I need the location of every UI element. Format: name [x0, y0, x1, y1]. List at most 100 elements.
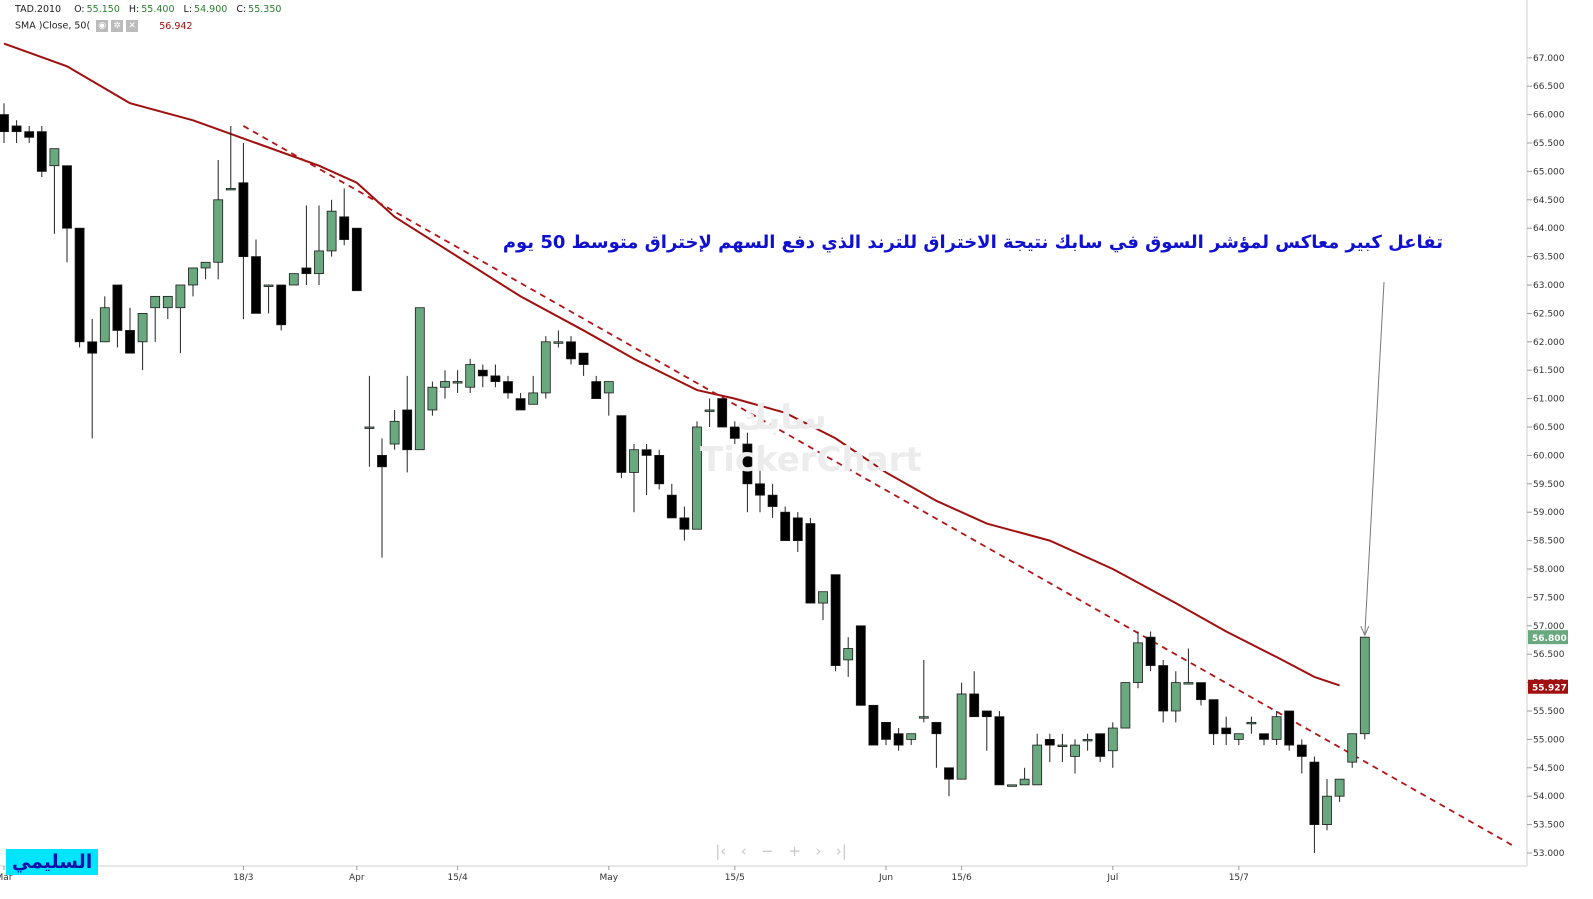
candle-down	[1145, 636, 1156, 666]
y-tick-label: 53.000	[1533, 849, 1565, 859]
candle-up	[1233, 733, 1244, 740]
y-tick-label: 61.500	[1533, 366, 1565, 376]
candle-down	[377, 454, 387, 468]
candle-up	[1082, 739, 1093, 742]
y-tick-label: 55.000	[1533, 735, 1565, 745]
y-tick-label: 59.000	[1533, 508, 1565, 518]
candle-down	[969, 693, 980, 718]
candle-up	[692, 426, 702, 530]
candle-down	[1158, 665, 1169, 712]
gear-icon[interactable]: ✲	[111, 20, 124, 32]
sma-price-tag-bg	[1528, 679, 1568, 694]
candle-up	[137, 312, 148, 343]
candle-up	[1019, 778, 1030, 786]
candle-down	[830, 574, 841, 666]
candle-down	[276, 284, 287, 326]
candle-down	[62, 165, 72, 229]
y-tick-label: 54.000	[1533, 792, 1565, 802]
candle-up	[1322, 795, 1332, 826]
candle-up	[49, 148, 60, 167]
candle-up	[540, 341, 551, 394]
candle-down	[1044, 739, 1055, 746]
candle-up	[99, 307, 110, 343]
candle-up	[452, 381, 463, 384]
x-tick-label: 15/6	[951, 873, 971, 883]
candle-down	[780, 511, 791, 542]
candle-down	[251, 256, 261, 314]
candle-up	[188, 267, 198, 286]
candle-down	[679, 517, 690, 530]
high-value: 55.400	[141, 4, 175, 15]
candle-down	[1296, 744, 1307, 757]
chart-navigation: |‹ ‹ − + › ›|	[708, 840, 854, 862]
candle-up	[1107, 727, 1118, 752]
candle-down	[767, 494, 778, 507]
candle-down	[717, 398, 728, 428]
x-tick-label: Jul	[1106, 873, 1118, 883]
annotation-arrow	[1364, 281, 1385, 636]
candle-up	[704, 409, 715, 412]
candle-up	[818, 591, 828, 604]
y-tick-label: 57.000	[1533, 622, 1565, 632]
candle-up	[553, 341, 564, 344]
candle-down	[238, 182, 249, 257]
y-tick-label: 57.500	[1533, 593, 1565, 603]
candle-down	[112, 284, 123, 331]
candle-up	[629, 449, 639, 473]
y-tick-label: 62.500	[1533, 309, 1565, 319]
candle-down	[855, 625, 866, 706]
y-tick-label: 56.500	[1533, 650, 1565, 660]
eye-icon[interactable]: ◉	[96, 20, 109, 32]
first-icon[interactable]: |‹	[715, 842, 727, 860]
candle-up	[414, 307, 425, 451]
sma-value: 56.942	[159, 20, 193, 32]
last-icon[interactable]: ›|	[835, 842, 847, 860]
sma-50-line	[3, 42, 1340, 687]
high-label: H:	[128, 4, 140, 15]
candle-down	[24, 131, 35, 138]
prev-icon[interactable]: ‹	[740, 842, 747, 860]
candle-down	[1284, 710, 1295, 746]
x-tick-label: 15/4	[447, 873, 467, 883]
y-tick-label: 53.500	[1533, 821, 1565, 831]
candle-down	[805, 523, 816, 604]
candle-up	[263, 284, 274, 287]
candle-up	[200, 261, 211, 269]
zoom-out-icon[interactable]: −	[761, 842, 774, 860]
candle-up	[1334, 778, 1345, 797]
candle-up	[288, 273, 299, 286]
open-value: 55.150	[86, 4, 120, 15]
watermark-tickerchart: TickerChart	[700, 440, 922, 480]
candle-down	[490, 375, 501, 382]
candle-up	[1170, 682, 1181, 712]
open-label: O:	[74, 4, 85, 15]
y-tick-label: 59.500	[1533, 480, 1565, 490]
candle-up	[843, 648, 854, 661]
candle-down	[74, 227, 85, 343]
close-icon[interactable]: ✕	[126, 20, 139, 32]
zoom-in-icon[interactable]: +	[788, 842, 801, 860]
candle-up	[1359, 636, 1370, 735]
candle-down	[0, 114, 9, 133]
candle-down	[36, 131, 47, 172]
candle-up	[1070, 744, 1080, 757]
next-icon[interactable]: ›	[815, 842, 822, 860]
y-tick-label: 58.500	[1533, 537, 1565, 547]
candle-down	[591, 381, 602, 399]
x-tick-label: 18/3	[233, 873, 253, 883]
candle-up	[1133, 642, 1143, 684]
candle-down	[616, 415, 627, 473]
x-tick-label: Mar	[0, 873, 13, 883]
candle-up	[1032, 744, 1043, 786]
close-value: 55.350	[248, 4, 282, 15]
candle-down	[1309, 761, 1320, 825]
y-tick-label: 60.500	[1533, 423, 1565, 433]
candle-up	[162, 295, 173, 309]
candle-down	[994, 716, 1005, 786]
candle-up	[1120, 682, 1131, 729]
trend-line	[242, 125, 1517, 849]
candle-down	[351, 227, 362, 292]
candle-down	[1259, 733, 1269, 740]
candle-up	[427, 386, 438, 411]
